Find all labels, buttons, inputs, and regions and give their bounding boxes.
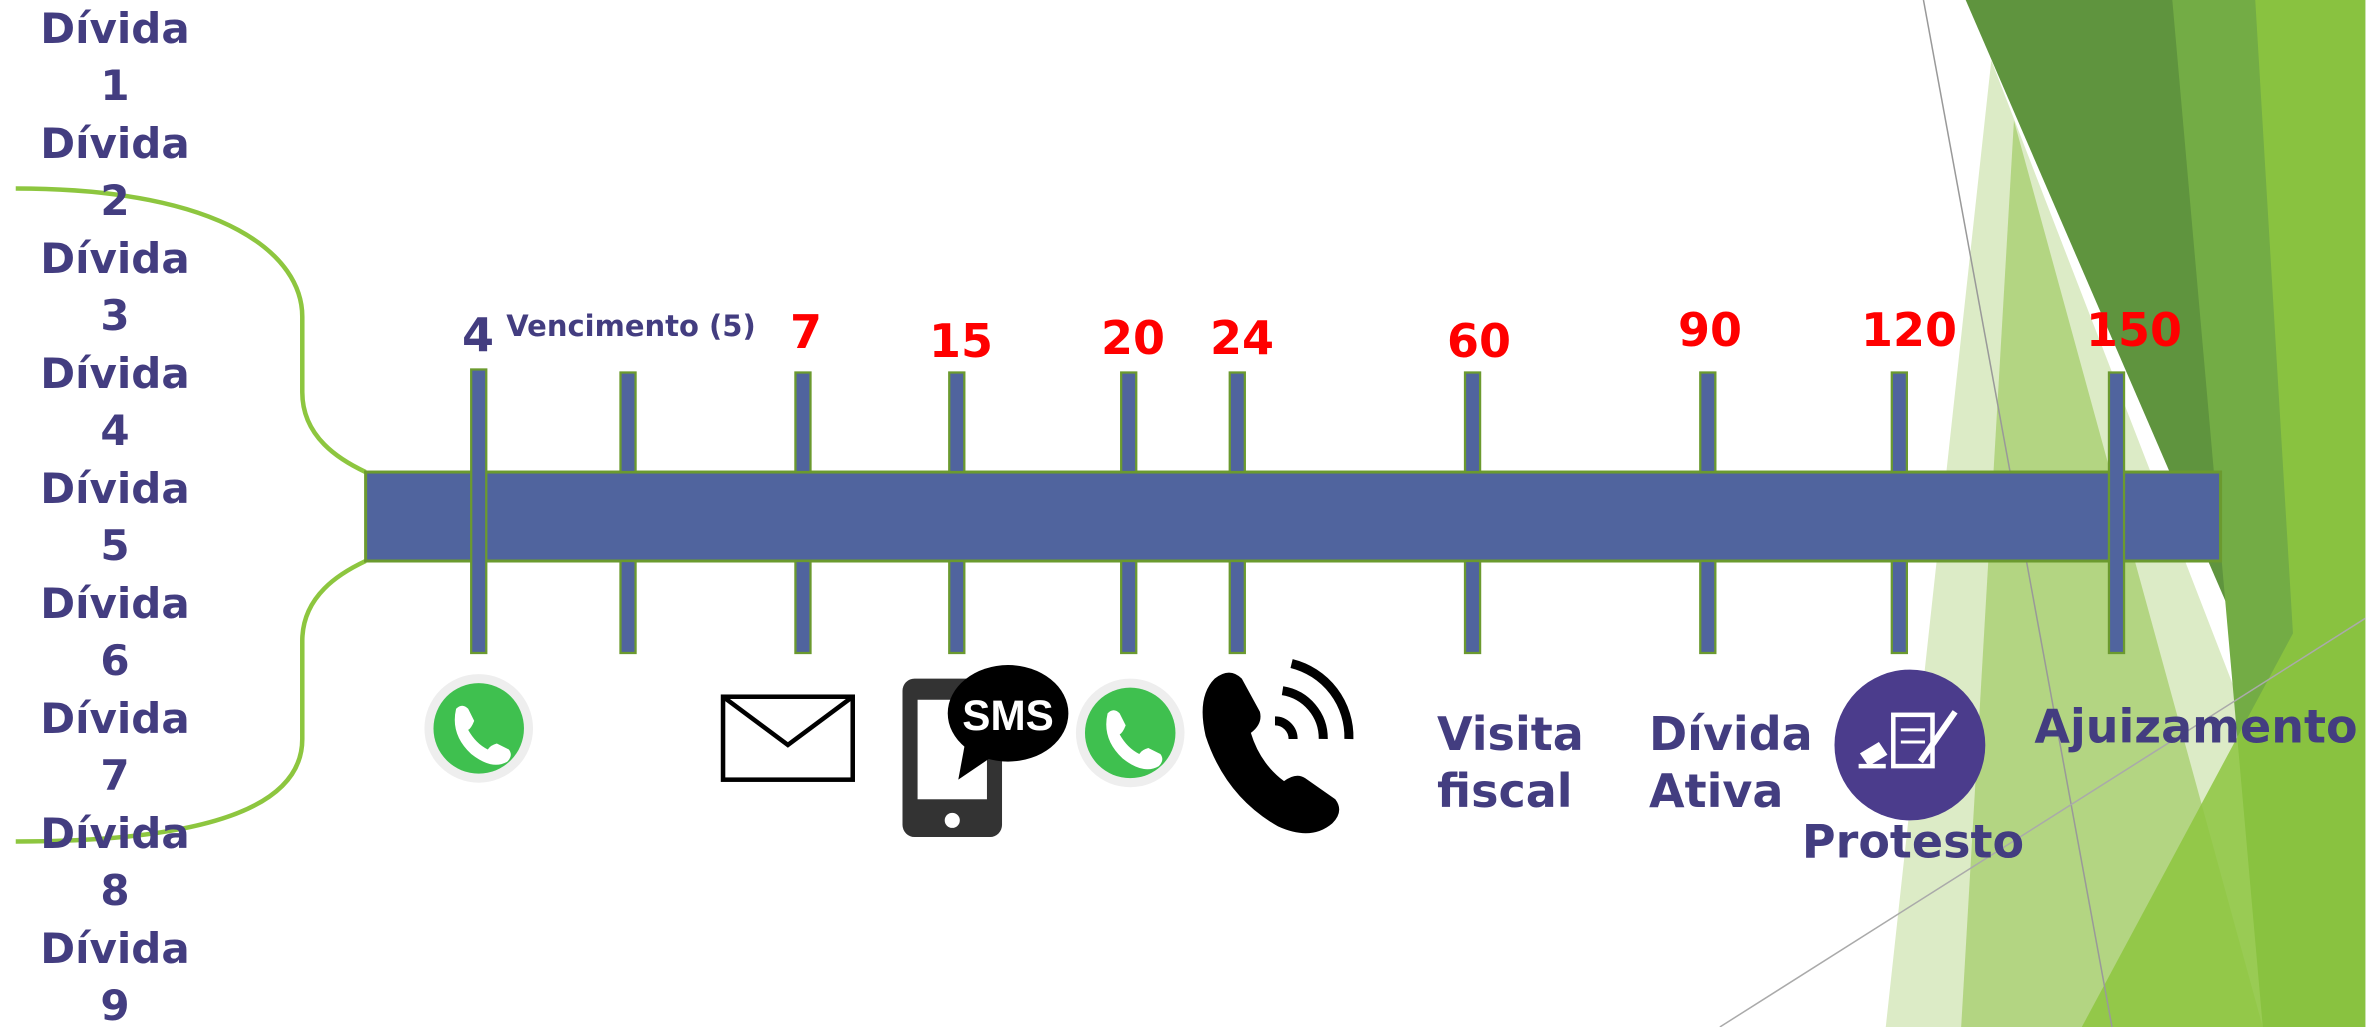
whatsapp-icon bbox=[424, 674, 533, 783]
debt-list: Dívida 1 Dívida 2 Dívida 3 Dívida 4 Dívi… bbox=[25, 0, 205, 1035]
tick bbox=[1121, 561, 1136, 653]
debt: Dívida 3 bbox=[25, 230, 205, 345]
debt: Dívida 1 bbox=[25, 0, 205, 115]
tick bbox=[1230, 561, 1245, 653]
tick bbox=[949, 561, 964, 653]
protest-icon bbox=[1834, 670, 1985, 821]
tick-label: Vencimento (5) bbox=[506, 309, 755, 343]
sms-icon: SMS bbox=[902, 665, 1068, 837]
tick-label: 20 bbox=[1101, 311, 1165, 365]
tick-label: 90 bbox=[1678, 303, 1742, 357]
debt: Dívida 5 bbox=[25, 460, 205, 575]
tick bbox=[1465, 561, 1480, 653]
tick bbox=[1700, 372, 1715, 472]
stage-label: Ajuizamento bbox=[2034, 699, 2357, 756]
debt: Dívida 4 bbox=[25, 345, 205, 460]
debt: Dívida 7 bbox=[25, 690, 205, 805]
whatsapp-icon bbox=[1076, 679, 1185, 788]
tick-label: 7 bbox=[790, 305, 822, 359]
timeline-bar bbox=[366, 472, 2221, 561]
tick bbox=[1892, 561, 1907, 653]
debt: Dívida 9 bbox=[25, 920, 205, 1035]
tick-label: 60 bbox=[1447, 314, 1511, 368]
tick-label: 4 bbox=[462, 308, 494, 362]
tick bbox=[1121, 372, 1136, 472]
stage-label: Dívida Ativa bbox=[1649, 706, 1809, 820]
phone-icon bbox=[1203, 664, 1349, 834]
tick-label: 120 bbox=[1861, 303, 1957, 357]
tick bbox=[795, 372, 810, 472]
tick bbox=[1892, 372, 1907, 472]
tick-label: 24 bbox=[1210, 311, 1274, 365]
tick bbox=[620, 561, 635, 653]
tick-label: 150 bbox=[2086, 303, 2182, 357]
tick bbox=[795, 561, 810, 653]
tick bbox=[2109, 372, 2124, 653]
page: {"debts":["Dívida 1","Dívida 2","Dívida … bbox=[0, 0, 2366, 1027]
sms-text: SMS bbox=[962, 692, 1054, 739]
debt: Dívida 2 bbox=[25, 115, 205, 230]
tick bbox=[1230, 372, 1245, 472]
email-icon bbox=[723, 697, 853, 780]
debt: Dívida 8 bbox=[25, 805, 205, 920]
tick bbox=[1465, 372, 1480, 472]
tick bbox=[471, 369, 486, 653]
debt: Dívida 6 bbox=[25, 575, 205, 690]
slide: SMS Dívida 1 Dívida 2 Dívida 3 Dívida 4 … bbox=[0, 0, 2366, 1027]
stage-label: Visita fiscal bbox=[1437, 706, 1597, 820]
diagram: SMS bbox=[0, 0, 2366, 1027]
tick-label: 15 bbox=[929, 314, 993, 368]
tick bbox=[949, 372, 964, 472]
stage-label: Protesto bbox=[1802, 814, 2024, 871]
tick bbox=[1700, 561, 1715, 653]
tick bbox=[620, 372, 635, 472]
